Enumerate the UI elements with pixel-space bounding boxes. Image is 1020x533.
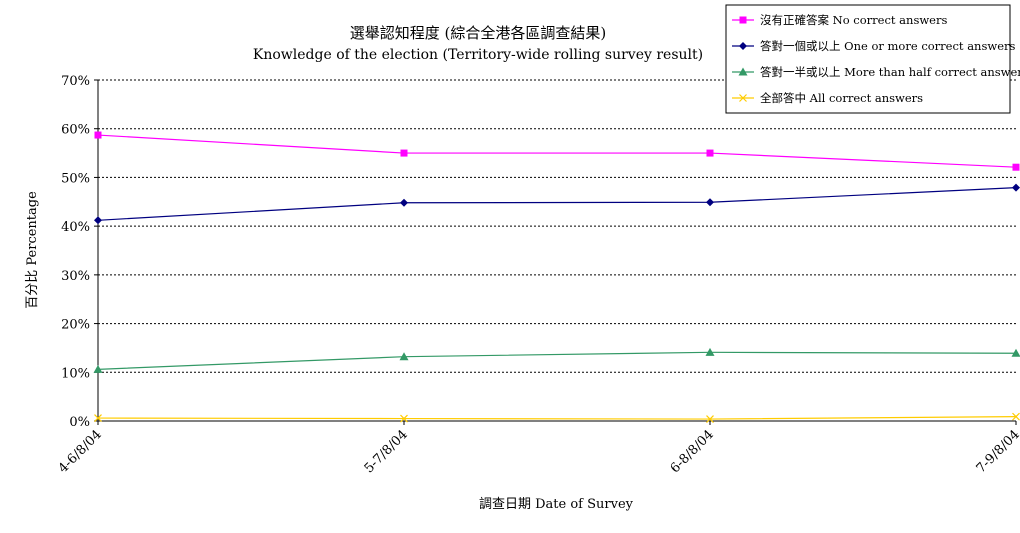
y-tick-label: 0% [69,415,90,430]
data-point [94,414,102,423]
chart-subtitle: Knowledge of the election (Territory-wid… [253,47,703,63]
data-point [400,414,408,423]
data-point [94,216,102,225]
x-tick-label: 7-9/8/04 [974,427,1020,476]
data-point [706,415,714,423]
data-point [399,352,409,361]
x-axis-ticks: 4-6/8/04 5-7/8/04 6-8/8/04 7-9/8/04 [56,421,1020,476]
series-line [97,134,1017,168]
legend-box [725,4,1011,114]
legend-marker [739,16,747,24]
legend-marker [739,94,747,102]
data-point [1012,412,1020,421]
series-line [97,187,1017,221]
series-group [93,131,1020,423]
y-axis-label: 百分比 Percentage [25,191,40,309]
legend-label: 沒有正確答案 No correct answers [760,13,947,27]
x-tick-label: 5-7/8/04 [362,427,411,476]
legend-item-1: 沒有正確答案 No correct answers [732,13,947,27]
data-point [1011,348,1020,357]
y-tick-label: 60% [61,123,90,138]
legend-label: 答對一半或以上 More than half correct answers [760,65,1020,79]
legend-item-3: 答對一半或以上 More than half correct answers [732,65,1020,79]
data-point [706,198,714,207]
legend: 沒有正確答案 No correct answers 答對一個或以上 One or … [725,4,1020,114]
legend-label: 答對一個或以上 One or more correct answers [760,39,1016,53]
x-tick-label: 4-6/8/04 [56,427,105,476]
legend-item-4: 全部答中 All correct answers [732,91,923,105]
series-1 [94,131,1020,171]
series-line [97,416,1017,420]
series-3 [93,347,1020,373]
series-4 [94,412,1020,423]
legend-item-2: 答對一個或以上 One or more correct answers [732,39,1016,53]
legend-marker [739,42,747,50]
series-2 [94,183,1020,225]
y-tick-label: 50% [61,171,90,186]
y-axis-ticks: 0% 10% 20% 30% 40% 50% 60% 70% [61,74,98,430]
chart-title: 選舉認知程度 (綜合全港各區調查結果) [350,24,606,42]
data-point [1012,163,1020,171]
data-point [93,364,103,373]
y-tick-label: 20% [61,318,90,333]
legend-marker [738,67,748,76]
y-tick-label: 30% [61,269,90,284]
x-tick-label: 6-8/8/04 [668,427,717,476]
data-point [400,198,408,207]
data-point [706,149,714,157]
x-axis-label: 調查日期 Date of Survey [479,497,634,512]
y-tick-label: 10% [61,366,90,381]
gridlines [98,79,1016,373]
y-tick-label: 40% [61,220,90,235]
data-point [705,347,715,356]
y-tick-label: 70% [61,74,90,89]
data-point [400,149,408,157]
legend-label: 全部答中 All correct answers [760,91,923,105]
data-point [1012,183,1020,192]
data-point [94,131,102,139]
series-line [97,351,1017,370]
